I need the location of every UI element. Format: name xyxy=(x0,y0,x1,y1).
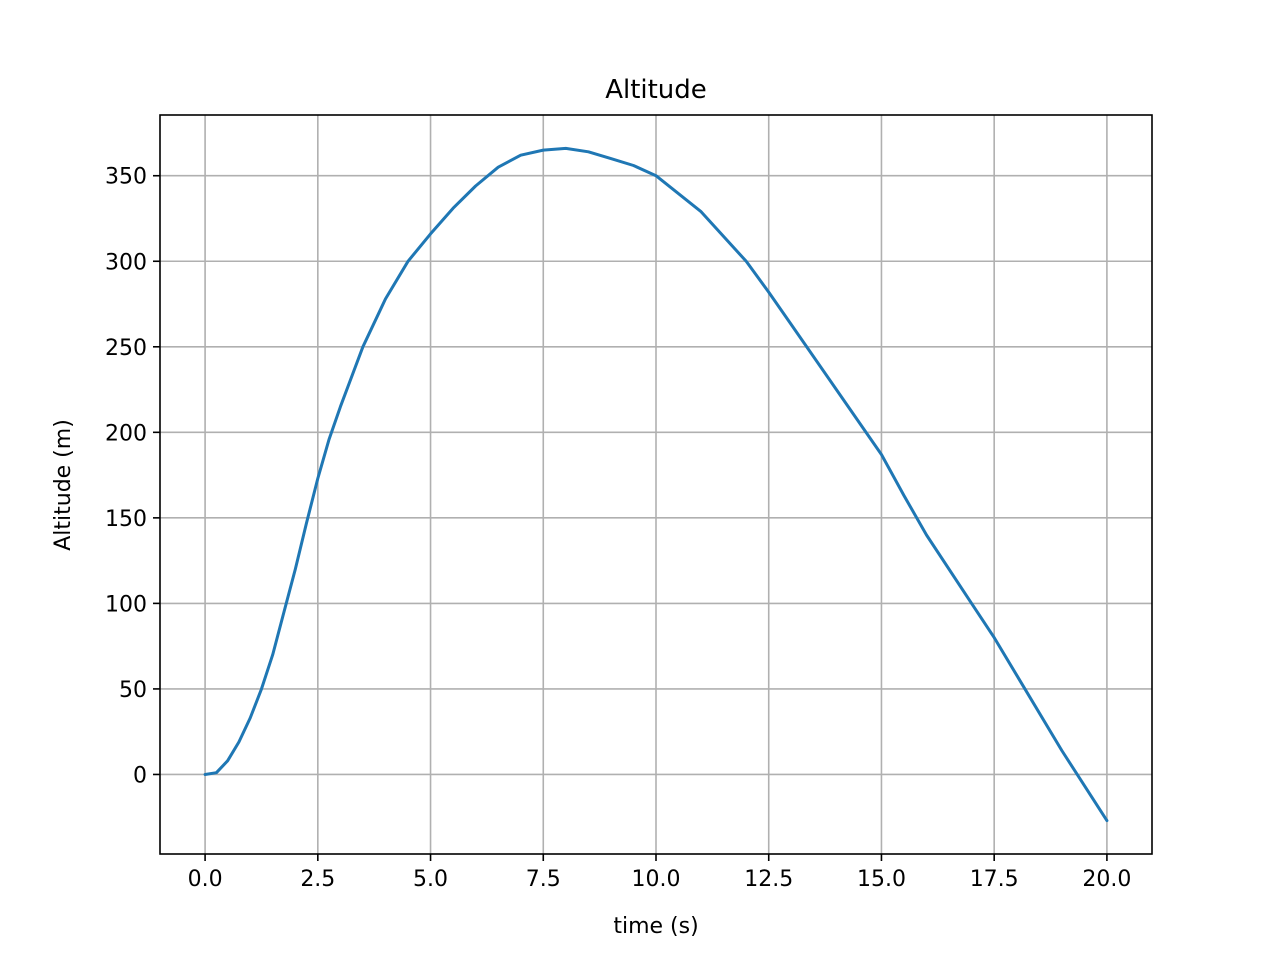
x-tick-label: 0.0 xyxy=(188,867,223,892)
ticks: 0.0 2.5 5.0 7.5 10.0 12.5 15.0 17.5 20.0 0 50 100 15… xyxy=(105,165,1131,892)
x-tick-label: 17.5 xyxy=(970,867,1019,892)
y-tick-label: 350 xyxy=(105,165,147,190)
y-axis-label: Altitude (m) xyxy=(51,419,76,551)
y-tick-label: 200 xyxy=(105,421,147,446)
altitude-series-line xyxy=(203,146,1109,823)
y-tick-label: 150 xyxy=(105,507,147,532)
x-tick-label: 10.0 xyxy=(632,867,681,892)
x-tick-label: 2.5 xyxy=(300,867,335,892)
y-tick-label: 300 xyxy=(105,250,147,275)
chart-title: Altitude xyxy=(605,75,707,105)
x-tick-label: 7.5 xyxy=(526,867,561,892)
x-axis-label: time (s) xyxy=(613,914,698,939)
x-tick-label: 5.0 xyxy=(413,867,448,892)
y-tick-label: 0 xyxy=(133,763,147,788)
y-tick-label: 250 xyxy=(105,336,147,361)
y-tick-label: 100 xyxy=(105,592,147,617)
x-tick-label: 12.5 xyxy=(744,867,793,892)
x-tick-label: 15.0 xyxy=(857,867,906,892)
series-layer xyxy=(203,146,1109,823)
x-tick-label: 20.0 xyxy=(1082,867,1131,892)
y-tick-label: 50 xyxy=(119,678,147,703)
